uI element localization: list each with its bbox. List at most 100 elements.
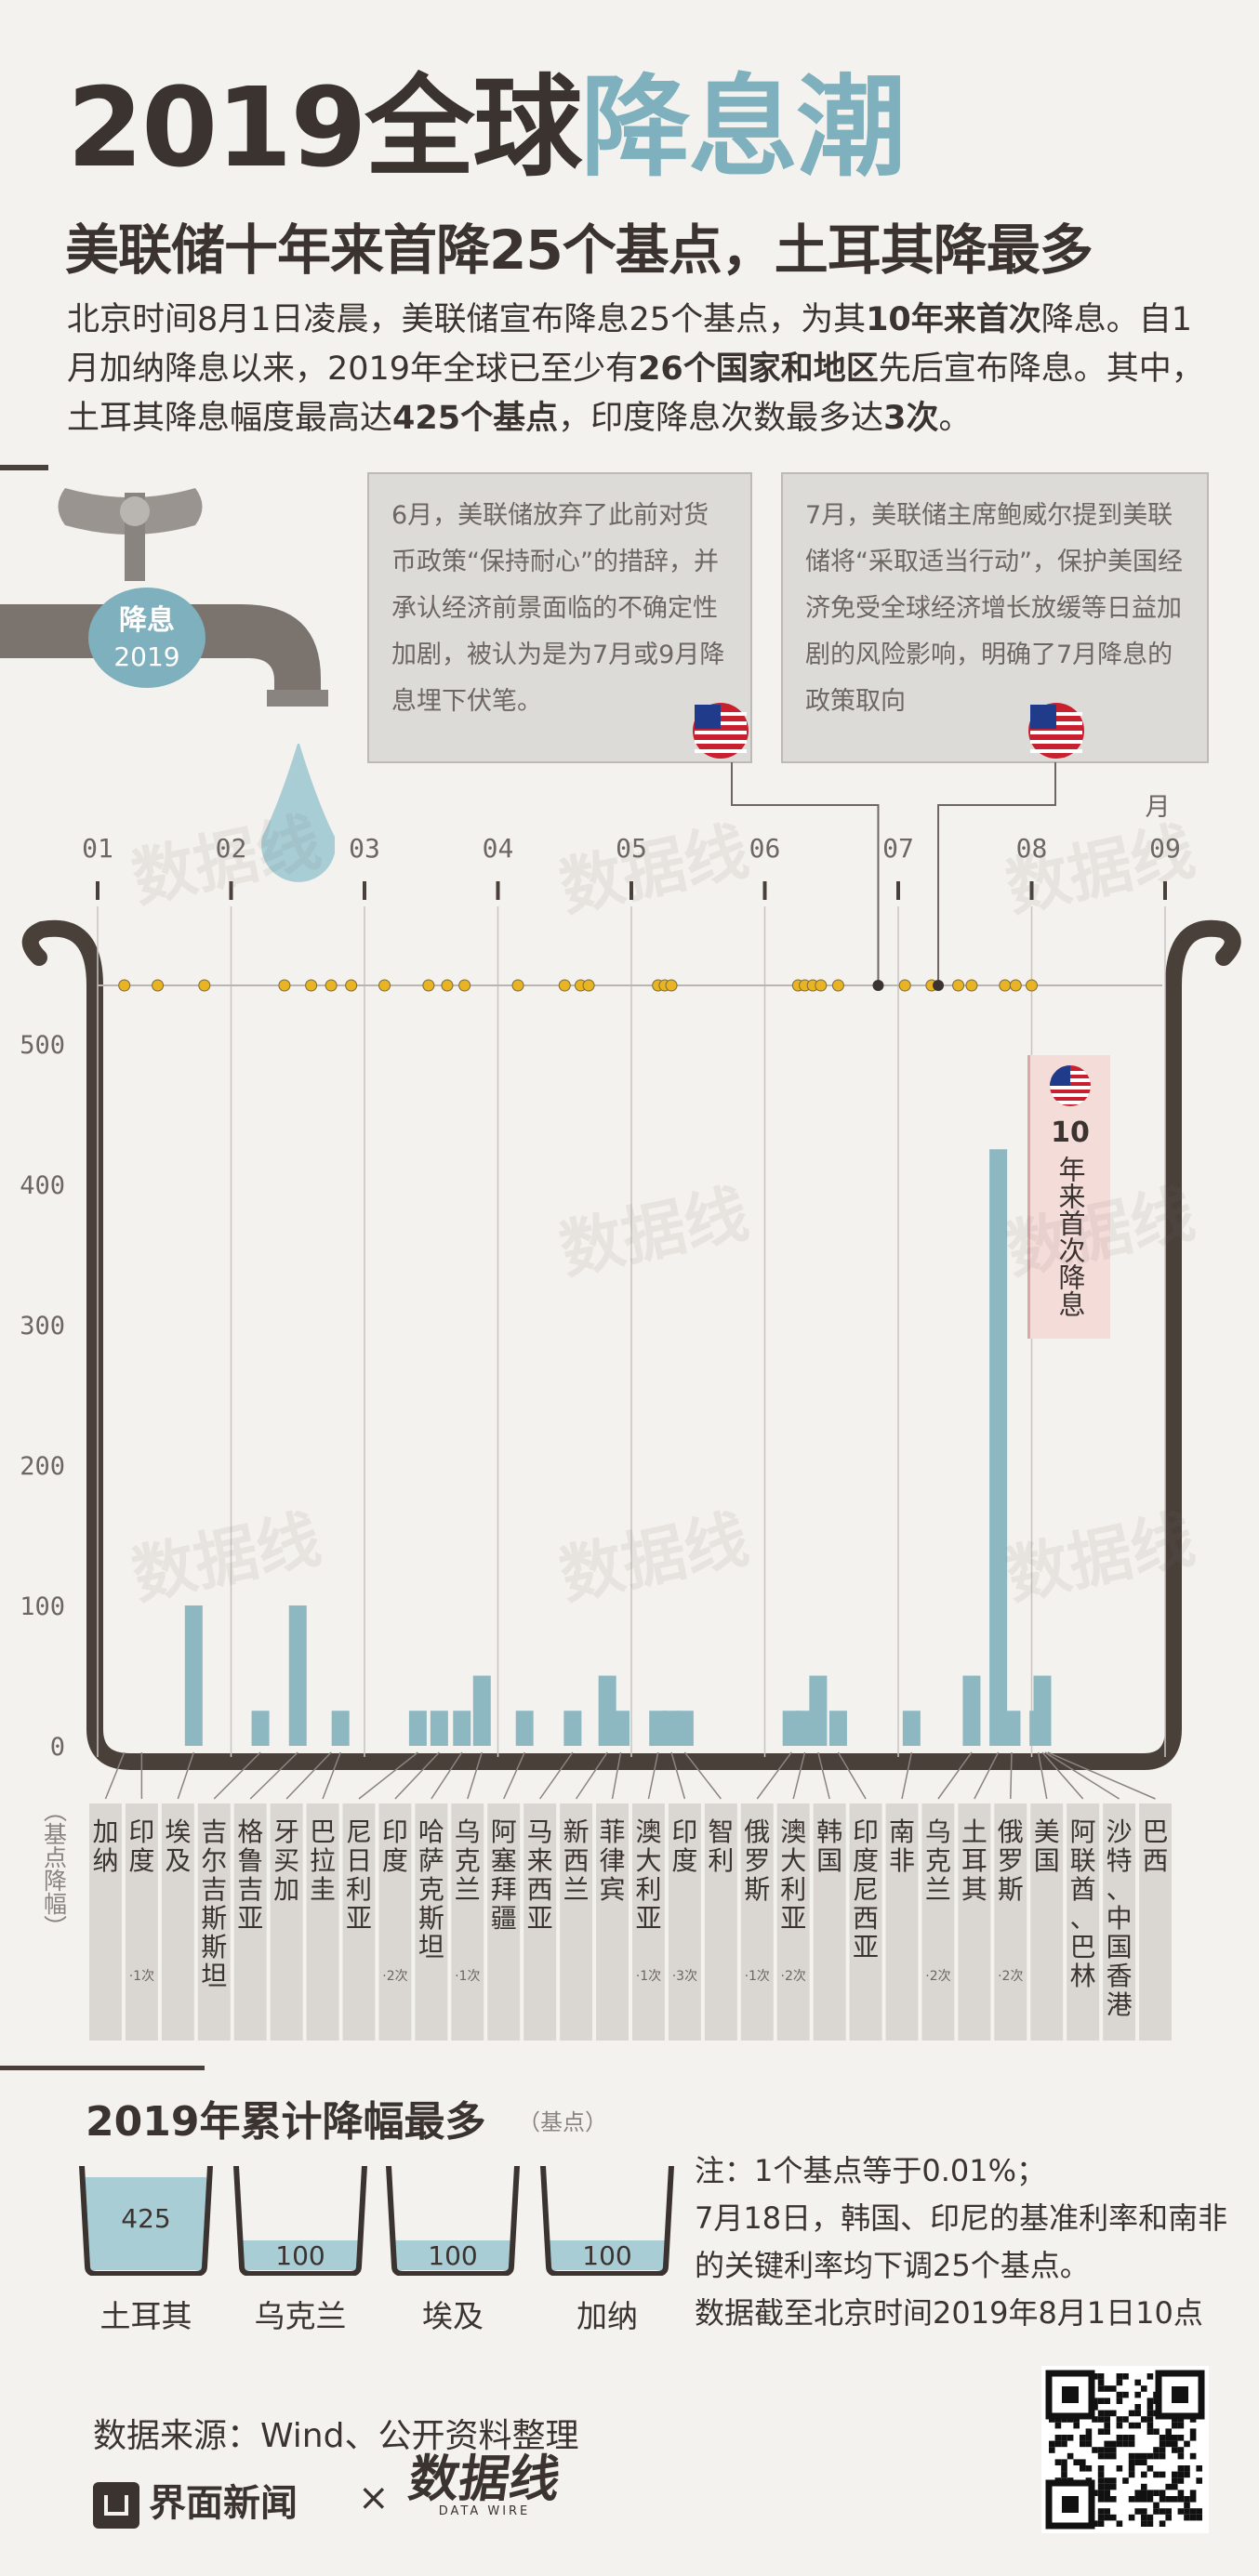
- us-flag-icon: [1050, 1065, 1091, 1106]
- label-leader: [1010, 1751, 1013, 1800]
- timeline-dot: [815, 979, 828, 992]
- label-leader: [901, 1751, 913, 1800]
- label-box: [1067, 1803, 1100, 2041]
- us-flag-canton: [695, 705, 721, 729]
- category-label-char: 特: [1107, 1845, 1133, 1876]
- label-box: [921, 1803, 955, 2041]
- label-leader: [104, 1751, 126, 1800]
- category-label-char: 亚: [527, 1903, 553, 1934]
- label-leader: [792, 1751, 806, 1800]
- category-label-char: 利: [708, 1845, 734, 1876]
- label-leader: [1041, 1751, 1084, 1800]
- bar-17: [675, 1711, 694, 1746]
- category-label-char: 耳: [961, 1845, 987, 1876]
- y-tick-label: 200: [20, 1452, 65, 1481]
- bar-18: [782, 1711, 801, 1746]
- category-label-char: 罗: [744, 1845, 770, 1876]
- category-label-char: 斯: [418, 1903, 444, 1934]
- label-box: [596, 1803, 629, 2041]
- fed-event-dot-june: [872, 980, 884, 991]
- times-sign: ×: [358, 2477, 390, 2519]
- category-label-char: 萨: [418, 1845, 444, 1876]
- month-tick-label: 06: [749, 833, 781, 864]
- cumulative-cup: 100: [231, 2163, 370, 2277]
- label-leader: [670, 1751, 686, 1800]
- timeline-dot: [118, 979, 131, 992]
- month-tick-label: 08: [1016, 833, 1048, 864]
- category-label-char: 坦: [418, 1932, 444, 1962]
- label-leader: [937, 1751, 973, 1800]
- category-label-char: 其: [961, 1874, 987, 1905]
- label-box: [849, 1803, 882, 2041]
- label-leader: [431, 1751, 463, 1800]
- category-label-char: 度: [671, 1845, 697, 1876]
- label-box: [451, 1803, 484, 2041]
- timeline-dot: [965, 979, 978, 992]
- label-box: [1139, 1803, 1172, 2041]
- label-leader: [213, 1751, 261, 1800]
- category-label-char: 菲: [600, 1816, 626, 1847]
- category-label-char: 非: [889, 1845, 915, 1876]
- category-label-char: 西: [527, 1874, 553, 1905]
- category-label-char: 宾: [600, 1874, 626, 1905]
- y-tick-label: 500: [20, 1031, 65, 1060]
- label-box: [560, 1803, 593, 2041]
- cumulative-cup: 100: [383, 2163, 523, 2277]
- tap-badge: 降息 2019: [88, 588, 205, 688]
- category-note: ·1次: [745, 1969, 770, 1984]
- category-note: ·2次: [925, 1969, 950, 1984]
- category-label-char: 鲁: [237, 1845, 263, 1876]
- category-label-char: 斯: [998, 1874, 1024, 1905]
- category-label-char: 南: [889, 1816, 915, 1847]
- label-box: [1103, 1803, 1136, 2041]
- category-note: ·1次: [636, 1969, 661, 1984]
- bar-10: [472, 1675, 491, 1746]
- timeline-dot: [999, 979, 1012, 992]
- label-box: [632, 1803, 665, 2041]
- page-title: 2019全球降息潮: [67, 63, 906, 192]
- label-leader: [1044, 1751, 1120, 1800]
- month-tick-label: 03: [349, 833, 380, 864]
- category-label-char: 兰: [925, 1874, 951, 1905]
- category-label-char: 新: [563, 1816, 590, 1847]
- category-label-char: 加: [273, 1874, 299, 1905]
- timeline-dot: [378, 979, 391, 992]
- category-note: ·2次: [781, 1969, 806, 1984]
- label-leader: [575, 1751, 608, 1800]
- category-label-char: 亚: [237, 1903, 263, 1934]
- timeline-dot: [1026, 979, 1038, 992]
- cumulative-unit: （基点）: [518, 2109, 607, 2135]
- category-label-char: 吉: [201, 1874, 227, 1905]
- month-tick-label: 07: [882, 833, 914, 864]
- y-axis-label: （基点降幅）: [41, 1799, 68, 1938]
- fed-event-dot-july: [933, 980, 945, 991]
- label-box: [197, 1803, 231, 2041]
- bar-16: [662, 1711, 681, 1746]
- category-label-char: 买: [273, 1845, 299, 1876]
- month-tick-label: 01: [82, 833, 113, 864]
- category-note: ·1次: [129, 1969, 154, 1984]
- us-flag-canton: [1030, 705, 1056, 729]
- qr-code[interactable]: [1041, 2366, 1209, 2533]
- timeline-dot: [422, 979, 435, 992]
- us-flag-stripe: [695, 740, 747, 744]
- label-box: [740, 1803, 774, 2041]
- label-leader: [683, 1751, 722, 1800]
- bar-4: [288, 1605, 307, 1746]
- bar-14: [612, 1711, 630, 1746]
- category-label-char: 牙: [273, 1816, 299, 1847]
- cumulative-label: 土耳其: [99, 2298, 192, 2334]
- brand-logo-icon: [93, 2482, 139, 2529]
- timeline-dot: [1009, 979, 1022, 992]
- footnotes: 注：1个基点等于0.01%； 7月18日，韩国、印尼的基准利率和南非的关键利率均…: [695, 2147, 1243, 2337]
- cumulative-cup: 425: [76, 2163, 216, 2277]
- bar-6: [331, 1711, 350, 1746]
- bar-25: [1002, 1711, 1021, 1746]
- label-box: [161, 1803, 194, 2041]
- bar-11: [515, 1711, 534, 1746]
- category-label-char: 澳: [780, 1816, 806, 1847]
- category-label-char: 拉: [310, 1845, 336, 1876]
- label-leader: [322, 1751, 341, 1800]
- category-label-char: 土: [961, 1816, 987, 1847]
- label-leader: [611, 1751, 622, 1800]
